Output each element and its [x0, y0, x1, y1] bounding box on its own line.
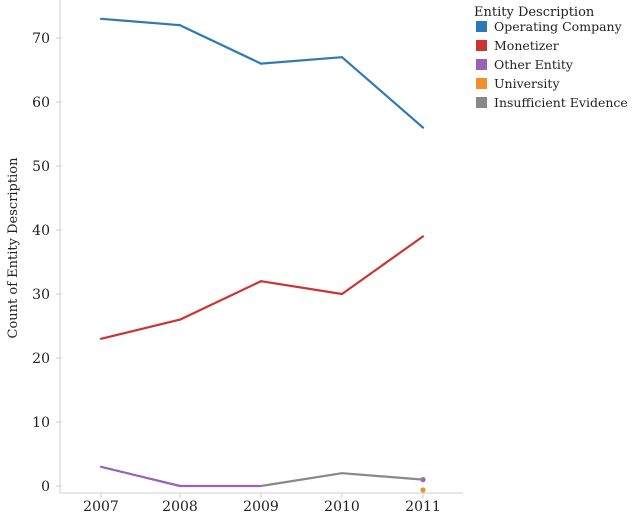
legend-item: Insufficient Evidence	[476, 95, 628, 110]
series-monetizer	[101, 236, 423, 338]
series-university	[420, 487, 425, 492]
legend-label: Insufficient Evidence	[494, 95, 628, 110]
legend-swatch	[476, 21, 487, 32]
legend-swatch	[476, 97, 487, 108]
y-axis-title: Count of Entity Description	[6, 157, 21, 339]
x-tick-label: 2010	[324, 499, 360, 515]
x-tick-label: 2009	[243, 499, 279, 515]
series-line-segment	[342, 236, 423, 294]
data-point	[420, 487, 425, 492]
y-tick-label: 40	[32, 223, 50, 239]
legend-swatch	[476, 78, 487, 89]
axes	[60, 0, 463, 493]
y-tick-label: 30	[32, 287, 50, 303]
series-layer	[101, 19, 426, 493]
series-line-segment	[101, 320, 180, 339]
y-tick-label: 60	[32, 95, 50, 111]
y-tick-label: 70	[32, 31, 50, 47]
legend-item: University	[476, 76, 560, 91]
series-line-segment	[101, 467, 180, 486]
series-line-segment	[180, 25, 261, 63]
series-line-segment	[261, 281, 342, 294]
legend-swatch	[476, 59, 487, 70]
series-operating-company	[101, 19, 423, 128]
y-tick-label: 0	[41, 479, 50, 495]
y-tick-label: 50	[32, 159, 50, 175]
series-line-segment	[180, 281, 261, 319]
legend-swatch	[476, 40, 487, 51]
series-line-segment	[261, 57, 342, 63]
legend: Entity Description Operating Company Mone…	[474, 5, 628, 110]
series-line-segment	[261, 473, 342, 486]
legend-title: Entity Description	[474, 5, 595, 20]
x-tick-label: 2011	[405, 499, 441, 515]
series-line-segment	[342, 57, 423, 127]
y-tick-label: 20	[32, 351, 50, 367]
y-tick-label: 10	[32, 415, 50, 431]
x-tick-label: 2008	[162, 499, 198, 515]
y-axis-ticks: 0 10 20 30 40 50 60 70	[32, 31, 62, 495]
series-line-segment	[342, 473, 423, 479]
series-line-segment	[101, 19, 180, 25]
legend-label: Other Entity	[494, 57, 574, 72]
legend-item: Monetizer	[476, 38, 559, 53]
x-tick-label: 2007	[83, 499, 119, 515]
legend-label: Monetizer	[494, 38, 559, 53]
legend-item: Other Entity	[476, 57, 574, 72]
legend-label: University	[494, 76, 560, 91]
legend-item: Operating Company	[476, 19, 623, 34]
series-insufficient-evidence	[261, 473, 423, 486]
x-axis-ticks: 2007 2008 2009 2010 2011	[83, 493, 441, 515]
legend-label: Operating Company	[494, 19, 623, 34]
